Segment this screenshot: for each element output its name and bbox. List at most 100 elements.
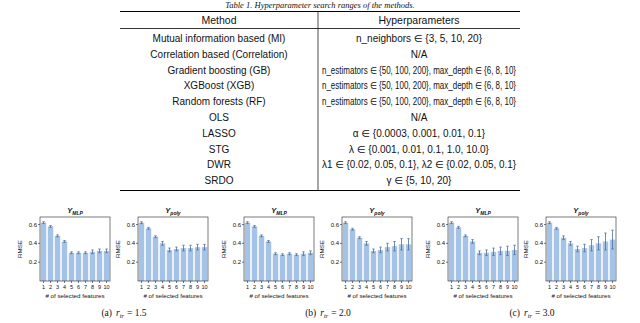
- y-tick: [340, 224, 342, 225]
- y-tick: [38, 224, 40, 225]
- error-cap: [457, 226, 460, 227]
- y-tick: [136, 243, 138, 244]
- bar: [484, 253, 489, 281]
- y-tick-label: 0.4: [29, 240, 38, 246]
- error-bar: [344, 222, 347, 224]
- error-bar: [274, 253, 277, 255]
- error-bar: [309, 251, 312, 255]
- x-tick: [204, 281, 205, 283]
- caption-value: = 2.0: [331, 308, 351, 318]
- error-cap: [386, 243, 389, 244]
- error-bar: [295, 254, 298, 256]
- error-line: [591, 240, 592, 251]
- x-tick-label: 1: [42, 284, 45, 290]
- subfigure-caption: (b)rtr= 2.0: [305, 308, 351, 319]
- y-tick-label: 0.6: [127, 222, 136, 228]
- x-tick-label: 3: [464, 284, 467, 290]
- bar: [308, 253, 313, 281]
- error-line: [549, 222, 550, 224]
- x-tick-label: 8: [393, 284, 396, 290]
- x-tick-label: 4: [161, 284, 164, 290]
- error-cap: [98, 249, 101, 250]
- error-cap: [492, 255, 495, 256]
- y-tick-label: 0.2: [437, 259, 446, 265]
- error-cap: [386, 250, 389, 251]
- bar: [512, 250, 517, 281]
- bars: [245, 222, 313, 281]
- chart-title-subscript: MLP: [480, 210, 491, 216]
- error-bar: [562, 236, 565, 240]
- error-cap: [344, 221, 347, 222]
- y-axis-label: RMSE: [424, 240, 431, 258]
- bar: [294, 255, 299, 281]
- error-cap: [168, 251, 171, 252]
- x-tick: [563, 281, 564, 283]
- bar: [62, 241, 67, 281]
- error-cap: [471, 243, 474, 244]
- error-cap: [253, 227, 256, 228]
- error-bar: [379, 247, 382, 253]
- error-cap: [161, 245, 164, 246]
- chart-title-subscript: poly: [577, 210, 588, 216]
- x-tick: [570, 281, 571, 283]
- caption-value: = 3.0: [535, 308, 555, 318]
- table-cell: STG: [209, 144, 230, 155]
- x-tick: [275, 281, 276, 283]
- error-line: [261, 235, 262, 237]
- x-tick: [162, 281, 163, 283]
- x-tick-label: 9: [506, 284, 509, 290]
- error-bar: [393, 241, 396, 250]
- error-line: [458, 226, 459, 228]
- y-tick: [544, 262, 546, 263]
- error-line: [408, 239, 409, 250]
- bar: [146, 228, 151, 281]
- error-cap: [295, 253, 298, 254]
- error-line: [387, 243, 388, 251]
- x-tick-label: 8: [499, 284, 502, 290]
- x-tick: [197, 281, 198, 283]
- x-tick-label: 1: [140, 284, 143, 290]
- y-tick-label: 0.6: [331, 222, 340, 228]
- error-cap: [42, 223, 45, 224]
- error-cap: [372, 249, 375, 250]
- table-cell: n_neighbors ∈ {3, 5, 10, 20}: [356, 33, 483, 44]
- x-tick: [176, 281, 177, 283]
- x-tick: [141, 281, 142, 283]
- x-tick-label: 5: [576, 284, 579, 290]
- bar: [463, 236, 468, 281]
- error-line: [605, 233, 606, 250]
- error-bar: [569, 241, 572, 245]
- error-cap: [147, 227, 150, 228]
- bar: [470, 241, 475, 281]
- x-tick-label: 2: [351, 284, 354, 290]
- error-line: [268, 241, 269, 243]
- x-axis-label: # of selected features: [551, 292, 610, 299]
- x-tick: [254, 281, 255, 283]
- error-bar: [63, 241, 66, 243]
- y-tick-label: 0.4: [437, 240, 446, 246]
- error-cap: [548, 223, 551, 224]
- x-tick-label: 2: [49, 284, 52, 290]
- table-cell: n_estimators ∈ {50, 100, 200}, max_depth…: [322, 96, 517, 107]
- error-line: [183, 245, 184, 251]
- table-cell: Gradient boosting (GB): [168, 65, 271, 76]
- error-bar: [471, 240, 474, 244]
- error-line: [247, 222, 248, 224]
- error-cap: [267, 240, 270, 241]
- error-bar: [513, 245, 516, 254]
- bar: [245, 223, 250, 281]
- error-bar: [168, 248, 171, 252]
- error-bar: [372, 249, 375, 253]
- y-tick: [136, 262, 138, 263]
- error-line: [451, 222, 452, 224]
- plot-frame: [546, 217, 616, 281]
- error-cap: [309, 250, 312, 251]
- x-tick: [380, 281, 381, 283]
- error-cap: [91, 249, 94, 250]
- error-cap: [168, 248, 171, 249]
- error-cap: [499, 247, 502, 248]
- error-bar: [590, 240, 593, 251]
- error-line: [190, 245, 191, 251]
- error-cap: [182, 250, 185, 251]
- x-tick: [472, 281, 473, 283]
